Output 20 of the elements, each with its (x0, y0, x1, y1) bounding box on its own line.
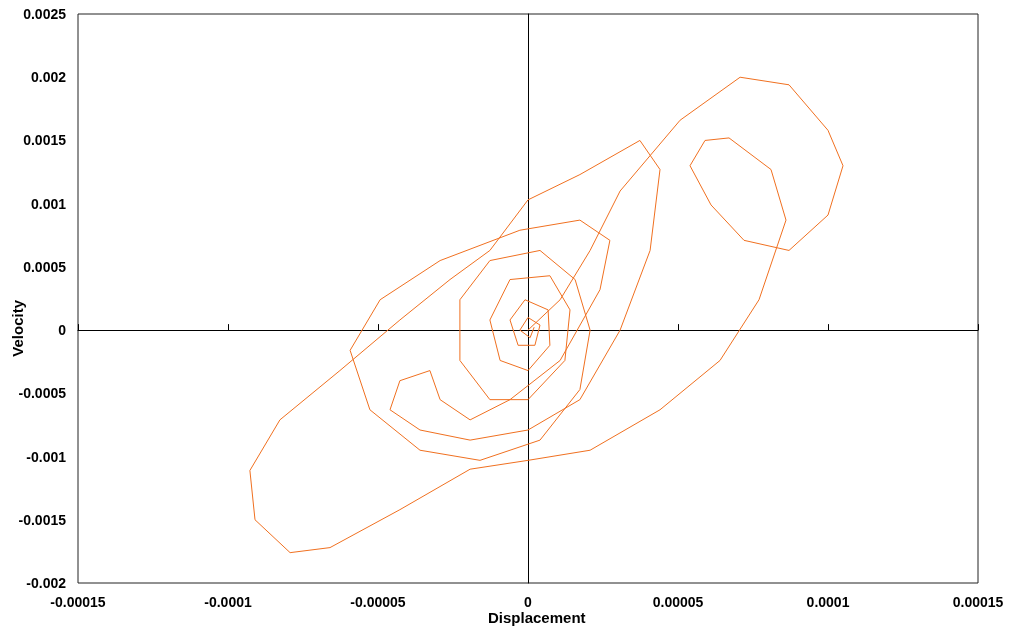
x-axis-title: Displacement (488, 609, 586, 626)
y-axis-title: Velocity (9, 299, 26, 357)
line-series (249, 76, 844, 554)
x-tick-label: -0.00015 (50, 594, 106, 610)
x-tick-label: 0.00015 (952, 594, 1004, 610)
y-tick-label: 0.0025 (23, 6, 67, 22)
y-tick-label: 0 (58, 322, 67, 339)
y-tick-label: 0.002 (30, 69, 67, 86)
y-tick-label: -0.002 (26, 575, 67, 591)
x-tick-label: 0 (524, 594, 533, 610)
y-tick-label: 0.0005 (23, 258, 67, 275)
y-tick-label: 0.001 (30, 195, 67, 212)
x-tick-label: 0.0001 (806, 594, 850, 610)
y-tick-label: -0.0005 (18, 385, 67, 402)
x-tick-label: -0.0001 (204, 594, 252, 610)
y-tick-label: 0.0015 (23, 132, 67, 149)
x-tick-label: 0.00005 (652, 594, 704, 610)
y-tick-label: -0.001 (26, 448, 67, 465)
x-tick-label: -0.00005 (350, 594, 406, 610)
y-tick-label: -0.0015 (18, 511, 67, 528)
